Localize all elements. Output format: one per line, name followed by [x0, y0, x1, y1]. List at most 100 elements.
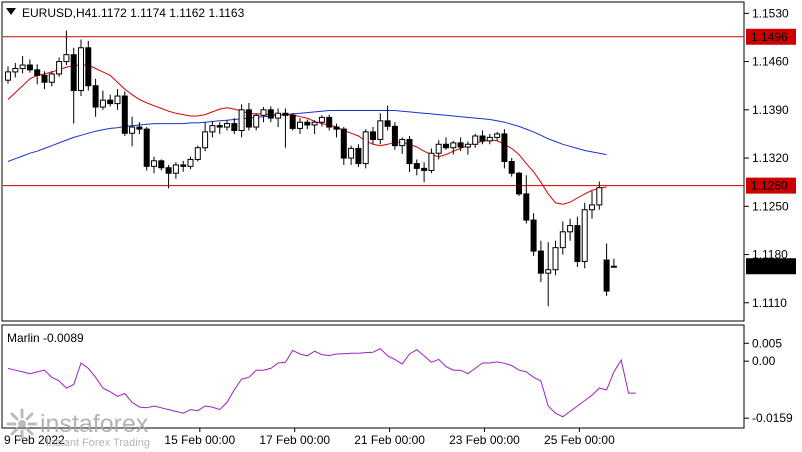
indicator-label: Marlin -0.0089 — [7, 331, 84, 345]
candle-body — [187, 158, 194, 167]
candle-body — [552, 247, 559, 271]
collapse-triangle-icon[interactable] — [6, 8, 16, 15]
candle-body — [216, 125, 223, 128]
candle-body — [413, 163, 420, 169]
candle — [567, 218, 574, 241]
price-tick-label: 1.1460 — [752, 55, 789, 69]
candle — [143, 127, 150, 171]
candle — [391, 122, 398, 150]
candle-body — [516, 172, 522, 195]
candle-body — [136, 126, 143, 130]
candle-body — [63, 54, 70, 63]
candle — [151, 156, 157, 174]
candle — [5, 66, 11, 84]
candle-body — [209, 125, 216, 133]
candle-body — [596, 187, 603, 206]
candle-body — [406, 138, 413, 165]
candle — [282, 108, 289, 148]
candle — [231, 118, 238, 134]
candle-body — [581, 209, 588, 262]
candle-body — [377, 120, 384, 140]
candle — [209, 121, 216, 138]
candle — [464, 141, 471, 155]
price-tick-label: 1.1110 — [752, 296, 787, 310]
candle-body — [508, 161, 515, 174]
candles-layer — [5, 30, 617, 307]
ma-slow-line — [7, 110, 607, 162]
candle — [107, 94, 114, 107]
candle-body — [559, 231, 566, 249]
candle-body — [603, 259, 610, 292]
level-badge-label: 1.1496 — [751, 30, 788, 44]
candle — [92, 78, 99, 117]
time-tick-first: 9 Feb 2022 — [4, 433, 65, 447]
price-tick-label: 1.1250 — [752, 199, 789, 213]
current-price-badge — [746, 258, 796, 275]
time-tick-label: 15 Feb 00:00 — [164, 433, 235, 447]
candle-body — [355, 147, 362, 165]
candle-body — [238, 109, 245, 131]
price-panel-frame — [1, 1, 745, 322]
candle-body — [85, 47, 92, 87]
price-tick-label: 1.1390 — [752, 103, 789, 117]
candle — [202, 122, 209, 152]
candle — [530, 213, 537, 256]
candle-body — [5, 71, 11, 81]
candle-body — [172, 164, 179, 174]
candle-body — [435, 143, 442, 154]
candle-body — [610, 265, 617, 268]
candle — [370, 127, 376, 145]
candle — [610, 258, 617, 268]
candle — [121, 91, 128, 137]
symbol-label: EURUSD,H4 — [22, 6, 92, 20]
watermark-brand: instaforex — [40, 410, 149, 438]
candle — [129, 116, 136, 147]
candle — [384, 105, 391, 131]
candle-body — [464, 143, 471, 148]
candle — [377, 113, 384, 145]
time-axis: 9 Feb 2022 15 Feb 00:00 17 Feb 00:00 21 Fe… — [4, 428, 615, 447]
candle — [99, 90, 106, 110]
candle — [245, 102, 252, 131]
candle-body — [530, 219, 537, 252]
candle-body — [333, 126, 340, 130]
candle — [413, 159, 420, 176]
candle-body — [224, 123, 230, 128]
candle-body — [326, 116, 333, 128]
time-tick-label: 23 Feb 00:00 — [449, 433, 520, 447]
indicator-tick-label: 0.00 — [752, 354, 776, 368]
candle — [435, 140, 442, 160]
indicator-panel: Marlin -0.0089 0.005 0.00 -0.0159 — [1, 324, 793, 429]
candle — [574, 216, 581, 267]
candle — [523, 175, 530, 224]
candle-body — [472, 135, 479, 145]
candle — [501, 129, 508, 169]
candle-body — [245, 109, 252, 128]
candle-body — [34, 69, 41, 76]
time-tick-label: 17 Feb 00:00 — [259, 433, 330, 447]
candle-body — [48, 73, 55, 83]
price-tick-label: 1.1180 — [752, 248, 788, 262]
candle — [187, 156, 194, 170]
candle — [158, 159, 165, 171]
candle-body — [121, 95, 128, 134]
candle-body — [486, 136, 493, 142]
candle-body — [479, 135, 486, 142]
candle — [399, 137, 406, 154]
candle-body — [450, 142, 457, 149]
levels-layer — [3, 36, 744, 187]
candle-body — [545, 269, 552, 274]
candle-body — [56, 61, 63, 75]
candle-body — [537, 250, 544, 274]
candle-body — [362, 131, 369, 165]
candle-body — [318, 116, 325, 123]
candle — [12, 62, 19, 78]
candle — [85, 40, 92, 91]
candle-body — [443, 143, 449, 149]
candle — [194, 145, 201, 162]
candle — [19, 56, 26, 74]
candle-body — [151, 160, 157, 167]
ohlc-values: 1.1172 1.1174 1.1162 1.1163 — [91, 6, 245, 20]
candle-body — [501, 133, 508, 163]
candle-body — [574, 225, 581, 262]
